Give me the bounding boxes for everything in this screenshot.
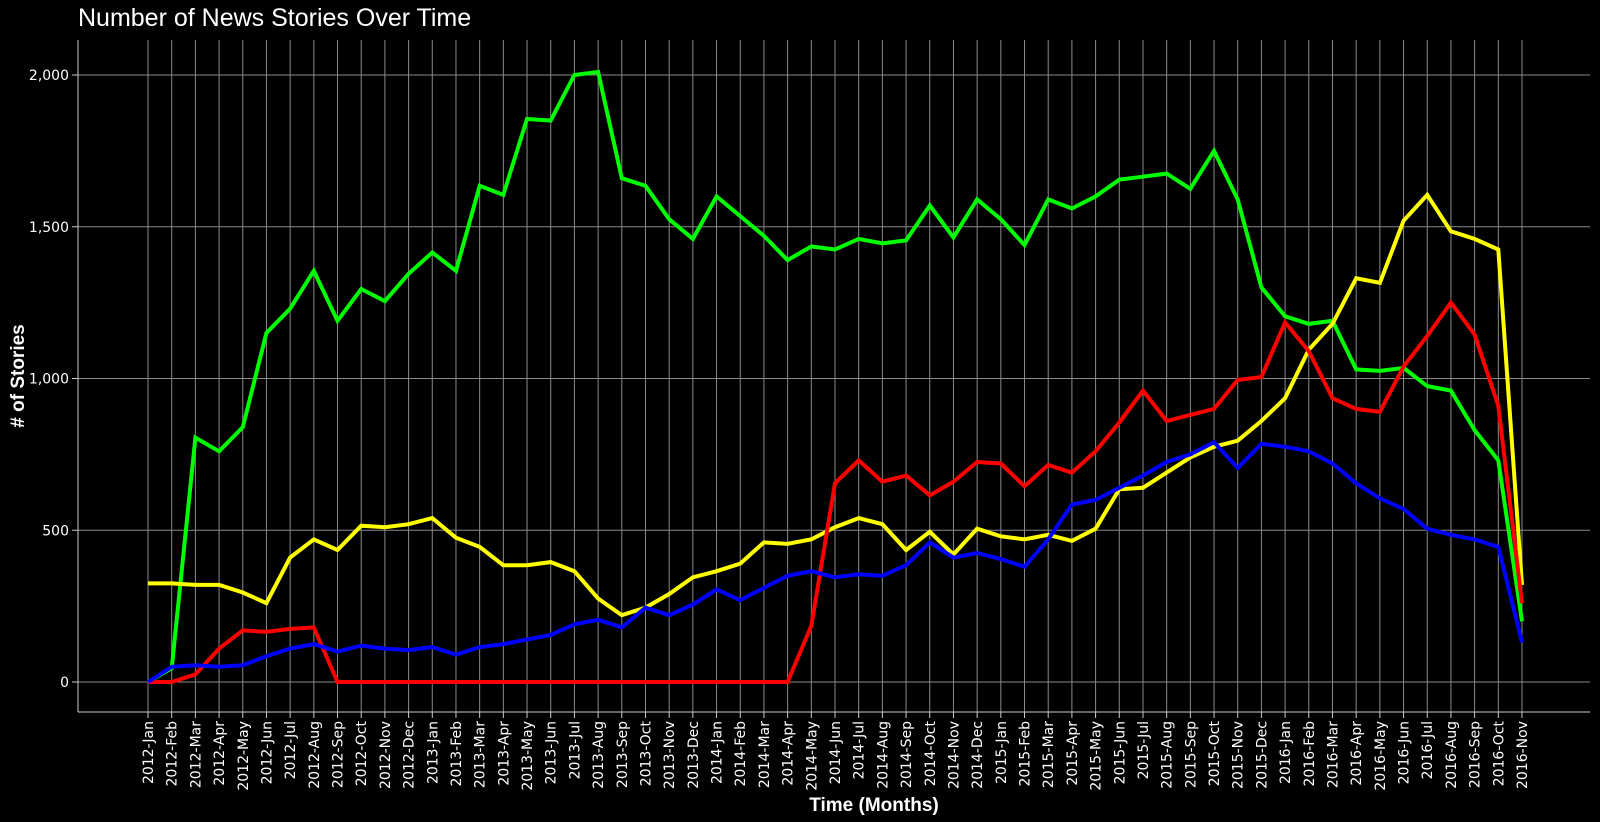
x-tick-label: 2015-Nov [1231, 721, 1247, 789]
x-tick-label: 2016-Jul [1420, 721, 1436, 779]
x-tick-label: 2015-Jun [1112, 721, 1128, 784]
x-tick-label: 2015-Oct [1207, 720, 1223, 786]
x-tick-label: 2016-Nov [1515, 721, 1531, 789]
series-line-1 [146, 69, 1524, 684]
x-tick-label: 2013-Apr [496, 721, 512, 786]
x-tick-label: 2014-Dec [970, 721, 986, 789]
series-line-3 [148, 299, 1524, 684]
chart-title: Number of News Stories Over Time [78, 4, 472, 32]
x-tick-label: 2013-Jun [544, 721, 560, 784]
x-tick-labels: 2012-Jan 2012-Feb 2012-Mar 2012-Apr 2012-May… [141, 720, 1531, 790]
x-tick-label: 2015-Sep [1183, 721, 1199, 788]
y-tick-label: 0 [60, 675, 69, 691]
x-tick-label: 2014-Apr [781, 721, 797, 786]
x-axis-title: Time (Months) [809, 795, 938, 816]
y-tick-label: 500 [42, 523, 69, 539]
x-tick-label: 2012-Sep [331, 721, 347, 788]
x-tick-label: 2014-Jan [710, 721, 726, 784]
x-tick-label: 2013-Mar [473, 721, 489, 788]
series-line-4 [146, 439, 1524, 684]
x-tick-label: 2012-Feb [165, 721, 181, 787]
x-tick-label: 2015-Aug [1160, 721, 1176, 789]
x-tick-label: 2014-Feb [733, 721, 749, 787]
x-tick-label: 2013-Feb [449, 721, 465, 787]
x-tick-label: 2016-Apr [1349, 721, 1365, 786]
x-tick-label: 2012-Jun [259, 721, 275, 784]
x-tick-label: 2015-May [1089, 721, 1105, 791]
x-tick-label: 2013-Sep [615, 721, 631, 788]
x-tick-label: 2015-Mar [1041, 721, 1057, 788]
y-tick-label: 2,000 [29, 68, 69, 84]
x-tick-label: 2012-Nov [378, 721, 394, 789]
x-tick-label: 2016-Jan [1278, 721, 1294, 784]
x-tick-label: 2012-Oct [354, 720, 370, 786]
x-tick-label: 2013-Jul [567, 721, 583, 779]
x-tick-label: 2015-Dec [1254, 721, 1270, 789]
x-tick-label: 2013-Aug [591, 721, 607, 789]
x-tick-label: 2012-Aug [307, 721, 323, 789]
x-tick-label: 2015-Jul [1136, 721, 1152, 779]
x-tick-label: 2012-Jan [141, 721, 157, 784]
x-tick-label: 2016-Mar [1325, 721, 1341, 788]
x-tick-label: 2014-Mar [757, 721, 773, 788]
x-tick-label: 2012-Apr [212, 721, 228, 786]
x-tick-label: 2015-Apr [1065, 721, 1081, 786]
x-tick-label: 2013-Oct [638, 720, 654, 786]
x-tick-label: 2016-Jun [1397, 721, 1413, 784]
x-tick-label: 2015-Feb [1018, 721, 1034, 787]
x-tick-label: 2013-Nov [662, 721, 678, 789]
x-tick-label: 2014-Sep [899, 721, 915, 788]
x-tick-label: 2014-May [804, 721, 820, 791]
x-tick-label: 2015-Jan [994, 721, 1010, 784]
series-lines [146, 69, 1524, 684]
axes [72, 40, 1590, 718]
x-tick-label: 2012-May [236, 721, 252, 791]
y-tick-label: 1,000 [29, 372, 69, 388]
x-tick-label: 2013-Dec [686, 721, 702, 789]
grid [78, 40, 1590, 712]
x-tick-label: 2016-Sep [1468, 721, 1484, 788]
x-tick-label: 2014-Jun [828, 721, 844, 784]
y-tick-labels: 0 500 1,000 1,500 2,000 [29, 68, 69, 691]
x-tick-label: 2014-Aug [875, 721, 891, 789]
x-tick-label: 2012-Dec [402, 721, 418, 789]
x-tick-label: 2012-Jul [283, 721, 299, 779]
series-line-2 [148, 191, 1524, 618]
x-tick-label: 2014-Oct [923, 720, 939, 786]
x-tick-label: 2014-Jul [852, 721, 868, 779]
x-tick-label: 2016-Oct [1491, 720, 1507, 786]
y-axis-title: # of Stories [8, 324, 29, 427]
x-tick-label: 2016-May [1373, 721, 1389, 791]
x-tick-label: 2013-Jan [425, 721, 441, 784]
x-tick-label: 2013-May [520, 721, 536, 791]
x-tick-label: 2012-Mar [188, 721, 204, 788]
x-tick-label: 2014-Nov [946, 721, 962, 789]
x-tick-label: 2016-Aug [1444, 721, 1460, 789]
y-tick-label: 1,500 [29, 220, 69, 236]
x-tick-label: 2016-Feb [1302, 721, 1318, 787]
